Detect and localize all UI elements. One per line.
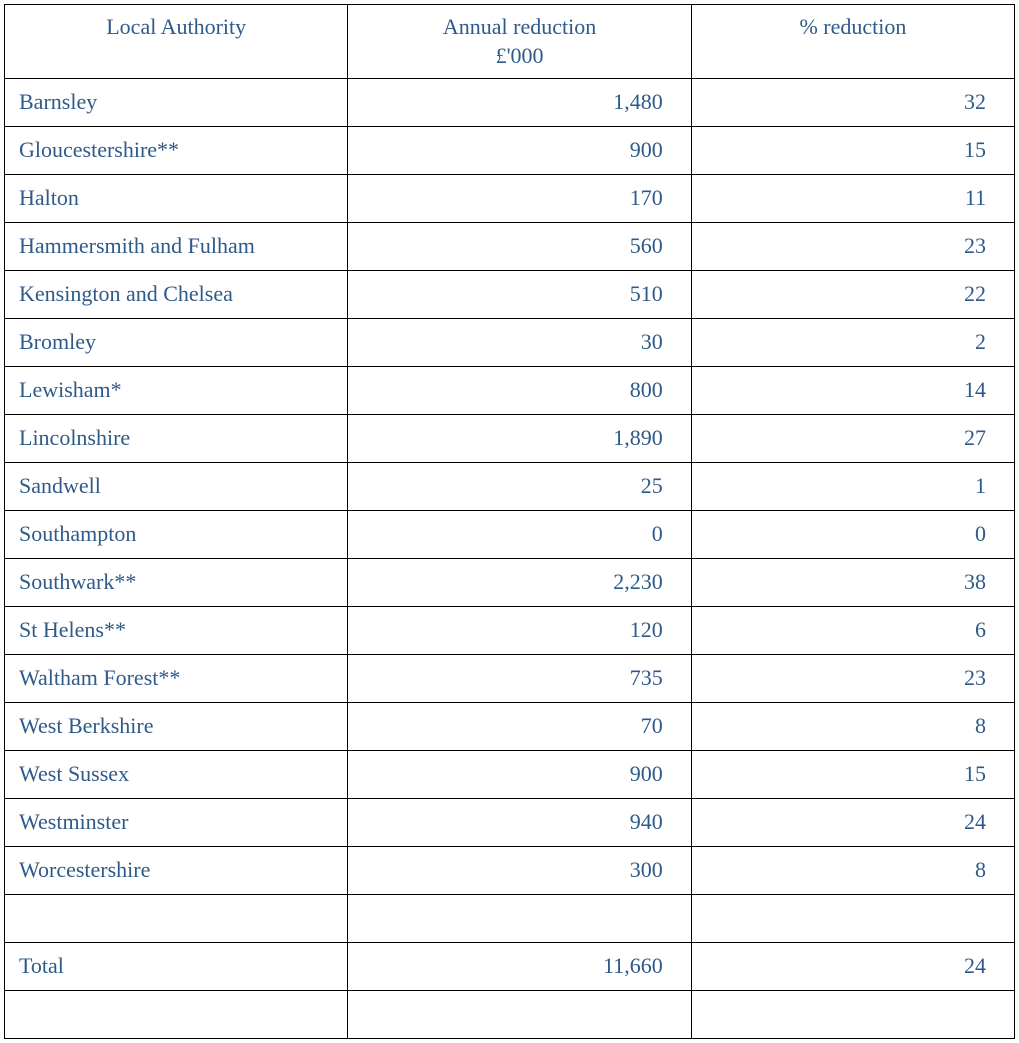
cell-reduction: 1,480 (348, 79, 691, 127)
cell-reduction: 900 (348, 127, 691, 175)
table-row: Bromley302 (5, 319, 1015, 367)
header-percent: % reduction (691, 5, 1014, 79)
cell-percent: 32 (691, 79, 1014, 127)
cell-authority: Total (5, 943, 348, 991)
table-row: Hammersmith and Fulham56023 (5, 223, 1015, 271)
cell-percent: 15 (691, 751, 1014, 799)
cell-percent: 22 (691, 271, 1014, 319)
table-row: West Sussex90015 (5, 751, 1015, 799)
cell-percent: 14 (691, 367, 1014, 415)
cell-reduction: 70 (348, 703, 691, 751)
cell-percent: 23 (691, 223, 1014, 271)
cell-reduction: 560 (348, 223, 691, 271)
cell-reduction: 1,890 (348, 415, 691, 463)
cell-percent: 6 (691, 607, 1014, 655)
header-authority-label: Local Authority (19, 13, 333, 42)
table-row (5, 991, 1015, 1039)
cell-authority (5, 991, 348, 1039)
cell-authority (5, 895, 348, 943)
cell-percent (691, 991, 1014, 1039)
cell-percent: 8 (691, 847, 1014, 895)
table-row: Gloucestershire**90015 (5, 127, 1015, 175)
cell-authority: Worcestershire (5, 847, 348, 895)
cell-authority: West Berkshire (5, 703, 348, 751)
cell-authority: Bromley (5, 319, 348, 367)
cell-reduction: 940 (348, 799, 691, 847)
table-header: Local Authority Annual reduction £'000 %… (5, 5, 1015, 79)
table-row: Kensington and Chelsea51022 (5, 271, 1015, 319)
local-authority-table: Local Authority Annual reduction £'000 %… (4, 4, 1015, 1039)
table-row: Lincolnshire1,89027 (5, 415, 1015, 463)
header-reduction-line2: £'000 (362, 42, 676, 71)
cell-percent: 27 (691, 415, 1014, 463)
header-reduction-line1: Annual reduction (362, 13, 676, 42)
cell-percent: 24 (691, 943, 1014, 991)
cell-authority: Waltham Forest** (5, 655, 348, 703)
header-authority: Local Authority (5, 5, 348, 79)
table-row: Southampton00 (5, 511, 1015, 559)
cell-reduction: 735 (348, 655, 691, 703)
cell-reduction: 30 (348, 319, 691, 367)
table-row: Halton17011 (5, 175, 1015, 223)
cell-reduction: 120 (348, 607, 691, 655)
cell-reduction: 170 (348, 175, 691, 223)
cell-reduction (348, 895, 691, 943)
table-row: Sandwell251 (5, 463, 1015, 511)
cell-reduction: 510 (348, 271, 691, 319)
cell-authority: Westminster (5, 799, 348, 847)
cell-percent: 8 (691, 703, 1014, 751)
cell-reduction: 800 (348, 367, 691, 415)
cell-authority: Halton (5, 175, 348, 223)
cell-authority: Southwark** (5, 559, 348, 607)
cell-reduction: 0 (348, 511, 691, 559)
table-row: Waltham Forest**73523 (5, 655, 1015, 703)
table-row: West Berkshire708 (5, 703, 1015, 751)
cell-authority: Lincolnshire (5, 415, 348, 463)
cell-reduction: 2,230 (348, 559, 691, 607)
cell-reduction: 900 (348, 751, 691, 799)
cell-reduction (348, 991, 691, 1039)
table-row: Westminster94024 (5, 799, 1015, 847)
header-row: Local Authority Annual reduction £'000 %… (5, 5, 1015, 79)
cell-reduction: 25 (348, 463, 691, 511)
cell-reduction: 11,660 (348, 943, 691, 991)
header-reduction: Annual reduction £'000 (348, 5, 691, 79)
table-row: Southwark**2,23038 (5, 559, 1015, 607)
cell-authority: West Sussex (5, 751, 348, 799)
cell-percent: 1 (691, 463, 1014, 511)
cell-reduction: 300 (348, 847, 691, 895)
cell-authority: Lewisham* (5, 367, 348, 415)
cell-percent: 23 (691, 655, 1014, 703)
cell-percent: 38 (691, 559, 1014, 607)
cell-authority: St Helens** (5, 607, 348, 655)
cell-percent: 0 (691, 511, 1014, 559)
table-row: Lewisham*80014 (5, 367, 1015, 415)
cell-authority: Southampton (5, 511, 348, 559)
cell-percent: 15 (691, 127, 1014, 175)
cell-authority: Sandwell (5, 463, 348, 511)
table-row: Worcestershire3008 (5, 847, 1015, 895)
cell-percent (691, 895, 1014, 943)
cell-authority: Gloucestershire** (5, 127, 348, 175)
cell-authority: Kensington and Chelsea (5, 271, 348, 319)
cell-authority: Barnsley (5, 79, 348, 127)
cell-percent: 24 (691, 799, 1014, 847)
table-row: Barnsley1,48032 (5, 79, 1015, 127)
cell-percent: 2 (691, 319, 1014, 367)
table-row: St Helens**1206 (5, 607, 1015, 655)
header-percent-label: % reduction (706, 13, 1000, 42)
table-body: Barnsley1,48032Gloucestershire**90015Hal… (5, 79, 1015, 1039)
table-row (5, 895, 1015, 943)
cell-authority: Hammersmith and Fulham (5, 223, 348, 271)
table-row: Total11,66024 (5, 943, 1015, 991)
cell-percent: 11 (691, 175, 1014, 223)
